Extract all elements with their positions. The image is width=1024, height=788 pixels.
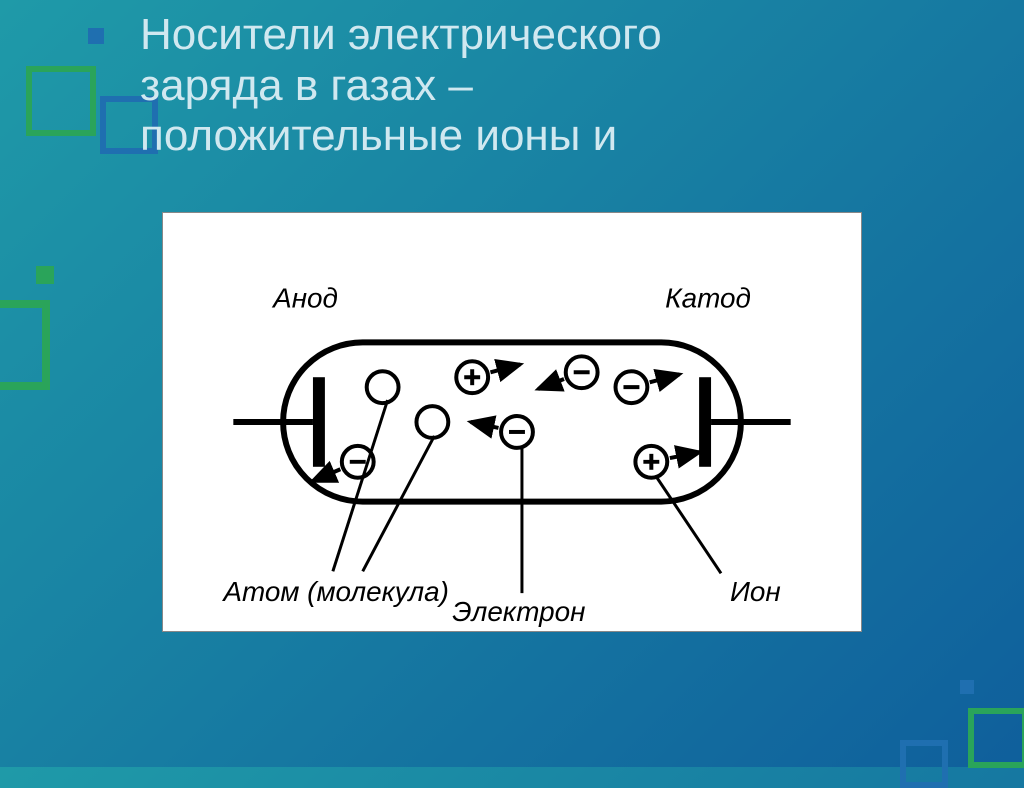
title-line-1: Носители электрического <box>140 10 984 61</box>
slide-title: Носители электрического заряда в газах –… <box>140 10 984 162</box>
svg-text:Ион: Ион <box>730 576 781 607</box>
svg-text:Атом (молекула): Атом (молекула) <box>221 576 449 607</box>
gas-discharge-diagram: Анод Катод Атом (молекула)Электрон Ион <box>163 213 861 631</box>
svg-text:Анод: Анод <box>271 282 338 313</box>
diagram-container: Анод Катод Атом (молекула)Электрон Ион <box>162 212 862 632</box>
svg-text:Катод: Катод <box>665 282 751 313</box>
title-line-3: положительные ионы и <box>140 111 984 162</box>
title-line-2: заряда в газах – <box>140 61 984 112</box>
slide: Носители электрического заряда в газах –… <box>0 0 1024 767</box>
svg-text:Электрон: Электрон <box>452 596 585 627</box>
